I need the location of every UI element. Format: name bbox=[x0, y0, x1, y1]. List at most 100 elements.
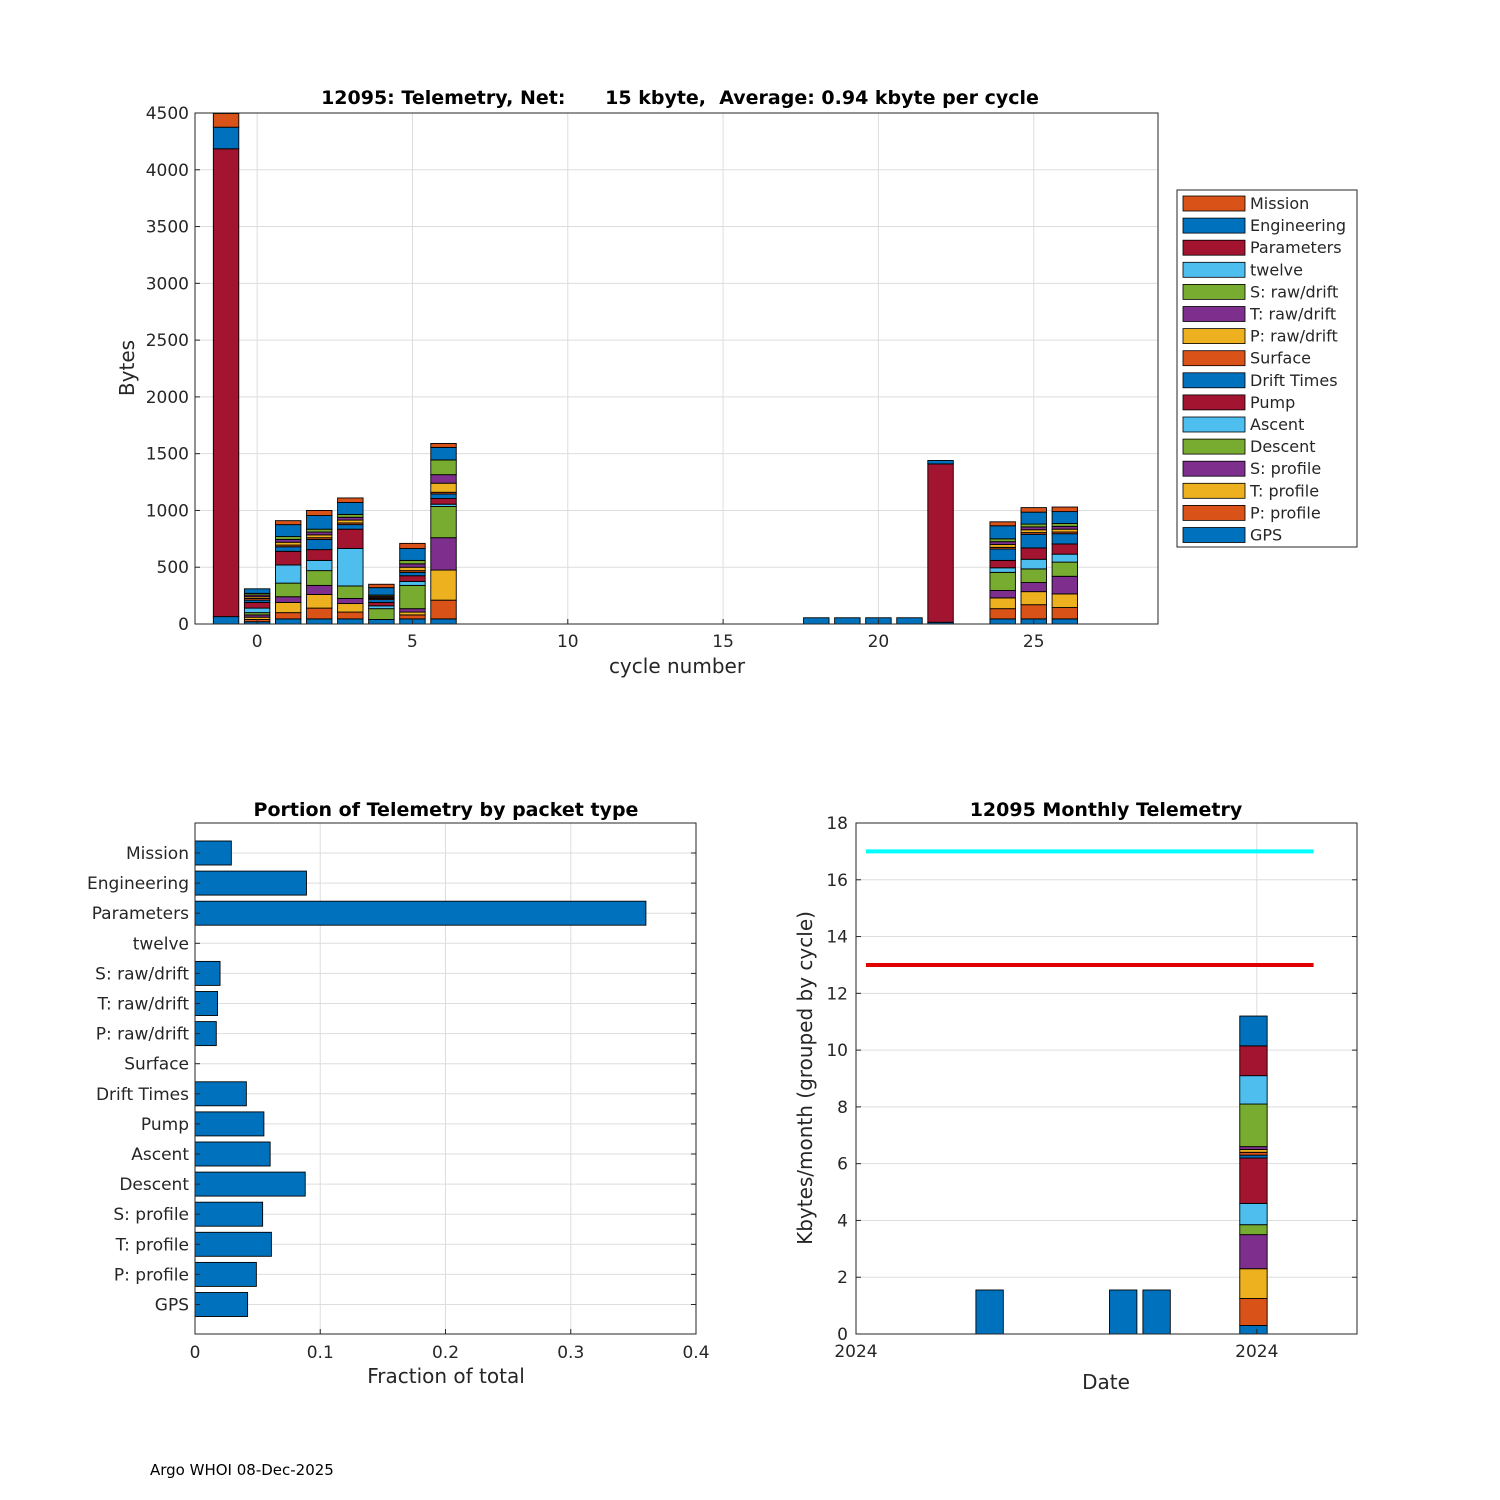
bar-segment bbox=[306, 618, 333, 625]
bar-segment bbox=[368, 583, 395, 589]
legend-swatch bbox=[1182, 261, 1246, 278]
y-category-label: T: raw/drift bbox=[96, 995, 189, 1015]
monthly-bar-segment bbox=[1239, 1234, 1268, 1270]
x-tick-label: 0.1 bbox=[307, 1343, 334, 1363]
bar-segment bbox=[430, 493, 457, 499]
legend-label: Surface bbox=[1250, 349, 1311, 368]
bar-segment bbox=[306, 607, 333, 620]
bar-segment bbox=[1020, 591, 1047, 606]
bar-segment bbox=[989, 521, 1016, 527]
y-category-label: Descent bbox=[119, 1175, 189, 1195]
bar-segment bbox=[306, 515, 333, 530]
bar-segment bbox=[430, 482, 457, 493]
bar-segment bbox=[989, 597, 1016, 610]
bar-segment bbox=[989, 548, 1016, 561]
monthly-bar-segment bbox=[1239, 1103, 1268, 1148]
bar-segment bbox=[1051, 543, 1078, 555]
portion-chart-title: Portion of Telemetry by packet type bbox=[254, 799, 639, 821]
bar-segment bbox=[399, 563, 426, 568]
bar-segment bbox=[306, 538, 333, 551]
legend-label: S: profile bbox=[1250, 459, 1321, 478]
legend-swatch bbox=[1182, 283, 1246, 300]
y-category-label: GPS bbox=[155, 1296, 189, 1316]
monthly-bar-segment bbox=[1239, 1015, 1268, 1047]
bar-segment bbox=[989, 525, 1016, 540]
y-tick-label: 18 bbox=[826, 814, 848, 834]
portion-bar bbox=[194, 1261, 257, 1287]
legend-label: Engineering bbox=[1250, 216, 1346, 235]
bar-segment bbox=[1020, 507, 1047, 513]
bar-segment bbox=[243, 607, 271, 614]
y-category-label: P: raw/drift bbox=[96, 1025, 190, 1045]
y-tick-label: 3000 bbox=[146, 274, 189, 294]
y-tick-label: 6 bbox=[837, 1155, 848, 1175]
x-tick-label: 5 bbox=[407, 632, 418, 652]
legend-label: T: profile bbox=[1249, 481, 1319, 500]
monthly-bar-segment bbox=[1239, 1268, 1268, 1299]
bar-segment bbox=[399, 608, 426, 613]
bar-segment bbox=[430, 498, 457, 505]
monthly-chart-xlabel: Date bbox=[1082, 1370, 1130, 1394]
bar-segment bbox=[1051, 593, 1078, 608]
y-tick-label: 14 bbox=[826, 928, 848, 948]
y-category-label: S: raw/drift bbox=[95, 964, 189, 984]
bar-segment bbox=[212, 126, 240, 150]
bar-segment bbox=[989, 559, 1016, 569]
bar-segment bbox=[275, 564, 302, 584]
monthly-bar-segment bbox=[975, 1289, 1004, 1335]
bar-segment bbox=[337, 497, 364, 503]
legend-swatch bbox=[1182, 504, 1246, 521]
legend-label: P: raw/drift bbox=[1250, 327, 1338, 346]
legend-swatch bbox=[1182, 217, 1246, 234]
x-tick-label: 0.4 bbox=[682, 1343, 709, 1363]
y-tick-label: 16 bbox=[826, 871, 848, 891]
y-tick-label: 500 bbox=[157, 558, 189, 578]
legend-swatch bbox=[1182, 195, 1246, 212]
cycle-telemetry-chart: 0 5 10 15 20 25 0 500 1000 1500 2000 2500 3000 3500 40… bbox=[115, 87, 1358, 678]
bar-segment bbox=[1020, 511, 1047, 525]
portion-bar bbox=[194, 1081, 247, 1107]
monthly-bar-segment bbox=[1239, 1298, 1268, 1326]
legend-swatch bbox=[1182, 482, 1246, 499]
bar-segment bbox=[337, 585, 364, 599]
legend-swatch bbox=[1182, 416, 1246, 433]
legend-label: GPS bbox=[1250, 526, 1282, 545]
y-category-label: S: profile bbox=[113, 1205, 189, 1225]
portion-bar bbox=[194, 1111, 265, 1137]
bar-segment bbox=[430, 569, 457, 601]
x-tick-label: 0 bbox=[190, 1343, 201, 1363]
bar-segment bbox=[1051, 618, 1078, 625]
monthly-chart-title: 12095 Monthly Telemetry bbox=[970, 799, 1243, 821]
bar-segment bbox=[368, 619, 395, 625]
bar-segment bbox=[1020, 558, 1047, 570]
y-tick-label: 8 bbox=[837, 1098, 848, 1118]
monthly-bar-segment bbox=[1239, 1224, 1268, 1236]
bar-segment bbox=[989, 571, 1016, 591]
y-tick-label: 4 bbox=[837, 1211, 848, 1231]
y-category-label: Drift Times bbox=[96, 1085, 189, 1105]
y-tick-label: 0 bbox=[178, 615, 189, 635]
bar-segment bbox=[337, 524, 364, 530]
legend-label: S: raw/drift bbox=[1250, 282, 1338, 301]
bar-segment bbox=[399, 614, 426, 620]
monthly-chart-bars bbox=[975, 1015, 1268, 1335]
monthly-bar-segment bbox=[1142, 1289, 1171, 1335]
bar-segment bbox=[275, 612, 302, 620]
x-tick-label: 25 bbox=[1023, 632, 1045, 652]
bar-segment bbox=[306, 549, 333, 561]
legend-label: Descent bbox=[1250, 437, 1316, 456]
x-tick-label: 2024 bbox=[1235, 1342, 1278, 1362]
bar-segment bbox=[243, 588, 271, 594]
x-tick-label: 0 bbox=[252, 632, 263, 652]
y-tick-label: 1000 bbox=[146, 501, 189, 521]
bar-segment bbox=[337, 598, 364, 605]
bar-segment bbox=[399, 580, 426, 586]
bar-segment bbox=[337, 502, 364, 515]
bar-segment bbox=[1051, 511, 1078, 524]
cycle-chart-ylabel: Bytes bbox=[115, 340, 139, 396]
portion-chart-bars bbox=[194, 840, 647, 1317]
bar-segment bbox=[306, 509, 333, 517]
bar-segment bbox=[989, 618, 1016, 625]
portion-bar bbox=[194, 1201, 264, 1227]
